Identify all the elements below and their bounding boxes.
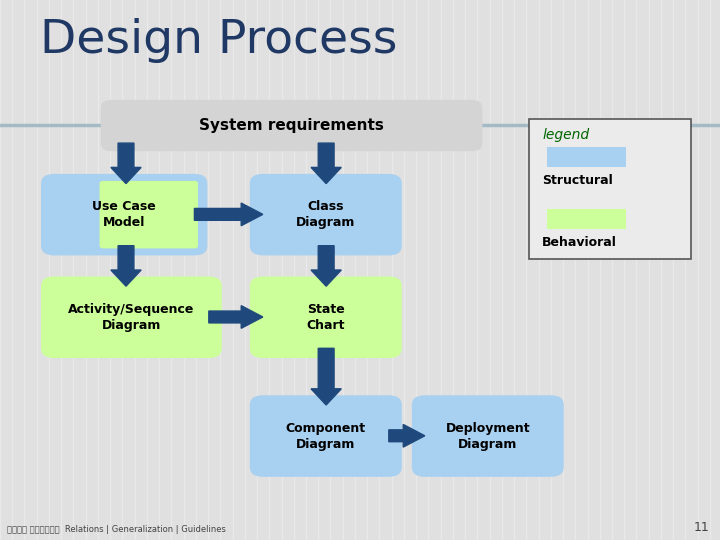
Text: 交大資工 資工文電計桁  Relations | Generalization | Guidelines: 交大資工 資工文電計桁 Relations | Generalization |… bbox=[7, 524, 226, 534]
Text: Deployment
Diagram: Deployment Diagram bbox=[446, 422, 530, 450]
Text: Structural: Structural bbox=[542, 174, 613, 187]
Text: 11: 11 bbox=[693, 521, 709, 534]
FancyBboxPatch shape bbox=[250, 395, 402, 477]
Text: State
Chart: State Chart bbox=[307, 303, 345, 332]
FancyBboxPatch shape bbox=[41, 174, 207, 255]
Text: legend: legend bbox=[542, 128, 589, 142]
FancyBboxPatch shape bbox=[250, 174, 402, 255]
FancyBboxPatch shape bbox=[529, 119, 691, 259]
Text: Behavioral: Behavioral bbox=[542, 236, 617, 249]
FancyBboxPatch shape bbox=[250, 276, 402, 358]
Text: Use Case
Model: Use Case Model bbox=[92, 200, 156, 229]
FancyArrow shape bbox=[111, 143, 141, 184]
FancyArrow shape bbox=[389, 424, 425, 447]
FancyArrow shape bbox=[111, 246, 141, 286]
Text: Component
Diagram: Component Diagram bbox=[286, 422, 366, 450]
FancyBboxPatch shape bbox=[547, 147, 626, 167]
FancyArrow shape bbox=[311, 246, 341, 286]
Text: System requirements: System requirements bbox=[199, 118, 384, 133]
FancyArrow shape bbox=[194, 203, 263, 226]
FancyArrow shape bbox=[311, 348, 341, 405]
FancyBboxPatch shape bbox=[412, 395, 564, 477]
FancyBboxPatch shape bbox=[99, 181, 198, 248]
FancyBboxPatch shape bbox=[41, 276, 222, 358]
FancyArrow shape bbox=[311, 143, 341, 184]
FancyBboxPatch shape bbox=[101, 100, 482, 151]
Text: Design Process: Design Process bbox=[40, 18, 397, 63]
FancyBboxPatch shape bbox=[547, 209, 626, 230]
Text: Activity/Sequence
Diagram: Activity/Sequence Diagram bbox=[68, 303, 194, 332]
FancyArrow shape bbox=[209, 306, 263, 328]
Text: Class
Diagram: Class Diagram bbox=[296, 200, 356, 229]
